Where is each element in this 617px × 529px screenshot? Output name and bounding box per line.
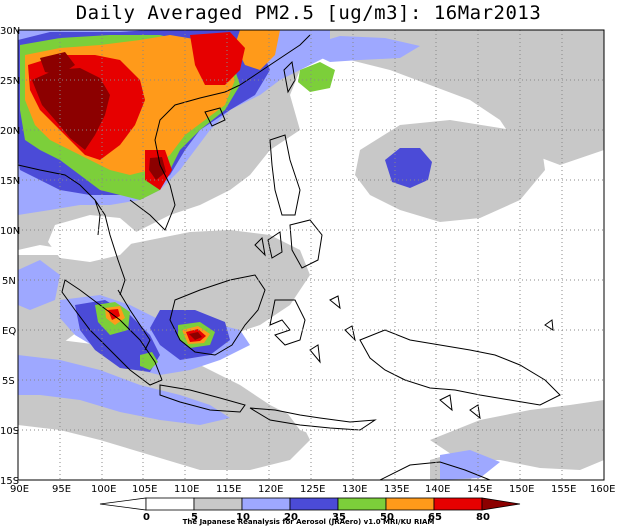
coastline-lesser-sunda <box>249 407 377 431</box>
grid-lines <box>18 30 604 480</box>
lon-label: 150E <box>509 484 534 495</box>
lon-label: 115E <box>216 484 241 495</box>
colorbar-segment <box>433 497 483 511</box>
pm25-field <box>18 30 604 480</box>
coastline-luzon <box>269 134 301 216</box>
colorbar-segment <box>241 497 291 511</box>
colorbar-segment <box>99 497 147 511</box>
colorbar-label: 80 <box>476 512 490 523</box>
lat-label: 10S <box>0 426 19 437</box>
pm25-gap-white-pacific <box>520 280 604 345</box>
pm25-contour-orange-china <box>235 30 280 70</box>
lon-label: 110E <box>174 484 199 495</box>
pm25-contour-lightblue-west <box>18 260 60 310</box>
pm25-contour-gray-pacific <box>355 120 545 222</box>
lon-label: 160E <box>590 484 615 495</box>
map-title: Daily Averaged PM2.5 [ug/m3]: 16Mar2013 <box>75 2 542 24</box>
colorbar-segment <box>193 497 243 511</box>
colorbar-label: 50 <box>380 512 394 523</box>
pm25-contour-darkred-burma <box>40 52 75 75</box>
coastline-taiwan <box>283 60 296 94</box>
colorbar-label: 10 <box>236 512 250 523</box>
colorbar-segment <box>481 497 521 511</box>
map-frame <box>17 29 605 481</box>
pm25-contour-green-patch <box>140 352 158 370</box>
pm25-contour-blue-pacific <box>385 148 432 188</box>
coastline-australia <box>379 461 491 480</box>
lon-label: 95E <box>52 484 71 495</box>
lat-label: 25N <box>0 76 20 87</box>
lon-label: 120E <box>258 484 283 495</box>
pm25-contour-lightblue-south <box>18 355 230 425</box>
lon-label: 100E <box>91 484 116 495</box>
lat-label: 10N <box>0 226 20 237</box>
lon-label: 130E <box>342 484 367 495</box>
credit-text: The Japanese Reanalysis for Aerosol (JRA… <box>182 518 435 526</box>
lon-label: 155E <box>551 484 576 495</box>
colorbar-label: 5 <box>191 512 198 523</box>
lat-label: 15N <box>0 176 20 187</box>
colorbar: 0 5 10 20 35 50 65 80 <box>99 497 521 523</box>
lon-label: 140E <box>425 484 450 495</box>
lon-label: 90E <box>10 484 29 495</box>
pm25-contour-lightblue-pacific <box>300 36 420 62</box>
lat-label: 20N <box>0 126 20 137</box>
coastline-philippines-south <box>254 219 323 269</box>
coastline-sumatra <box>61 279 163 386</box>
lon-labels: 90E 95E 100E 105E 110E 115E 120E 125E 13… <box>10 484 615 495</box>
pm25-contour-blue-sumatra <box>75 300 160 372</box>
pm25-contour-green-china <box>298 62 335 92</box>
lat-label: 5S <box>2 376 15 387</box>
colorbar-label: 0 <box>143 512 150 523</box>
lon-label: 125E <box>300 484 325 495</box>
coastline-java <box>159 384 246 413</box>
colorbar-segment <box>337 497 387 511</box>
coastline-hainan <box>204 107 226 127</box>
coastline-new-guinea <box>359 329 561 406</box>
lat-label: 5N <box>2 276 16 287</box>
pm25-gap-white-scs <box>48 215 140 262</box>
colorbar-segment <box>145 497 195 511</box>
colorbar-label: 20 <box>284 512 298 523</box>
lat-label: 30N <box>0 26 20 37</box>
lat-label: EQ <box>2 326 16 337</box>
lon-label: 145E <box>467 484 492 495</box>
colorbar-label: 35 <box>332 512 346 523</box>
coastline-sulawesi <box>269 299 306 346</box>
lat-labels: 30N 25N 20N 15N 10N 5N EQ 5S 10S 15S <box>0 26 20 487</box>
pm25-contour-lightblue-eastindo <box>440 450 500 480</box>
colorbar-label: 65 <box>428 512 442 523</box>
pm25-contour-darkred-vietnam <box>149 157 166 180</box>
lon-label: 135E <box>384 484 409 495</box>
coastline-indochina <box>18 84 241 296</box>
lat-label: 15S <box>0 476 19 487</box>
pm25-contour-red-china <box>190 32 245 85</box>
pm25-contour-darkred-borneo <box>189 332 202 340</box>
pm25-contour-gray-central <box>18 230 310 360</box>
coastline-islands <box>309 295 554 420</box>
colorbar-segment <box>289 497 339 511</box>
lon-label: 105E <box>132 484 157 495</box>
colorbar-segment <box>385 497 435 511</box>
coastline-china <box>239 34 311 86</box>
coastline-malay-peninsula <box>117 289 151 351</box>
